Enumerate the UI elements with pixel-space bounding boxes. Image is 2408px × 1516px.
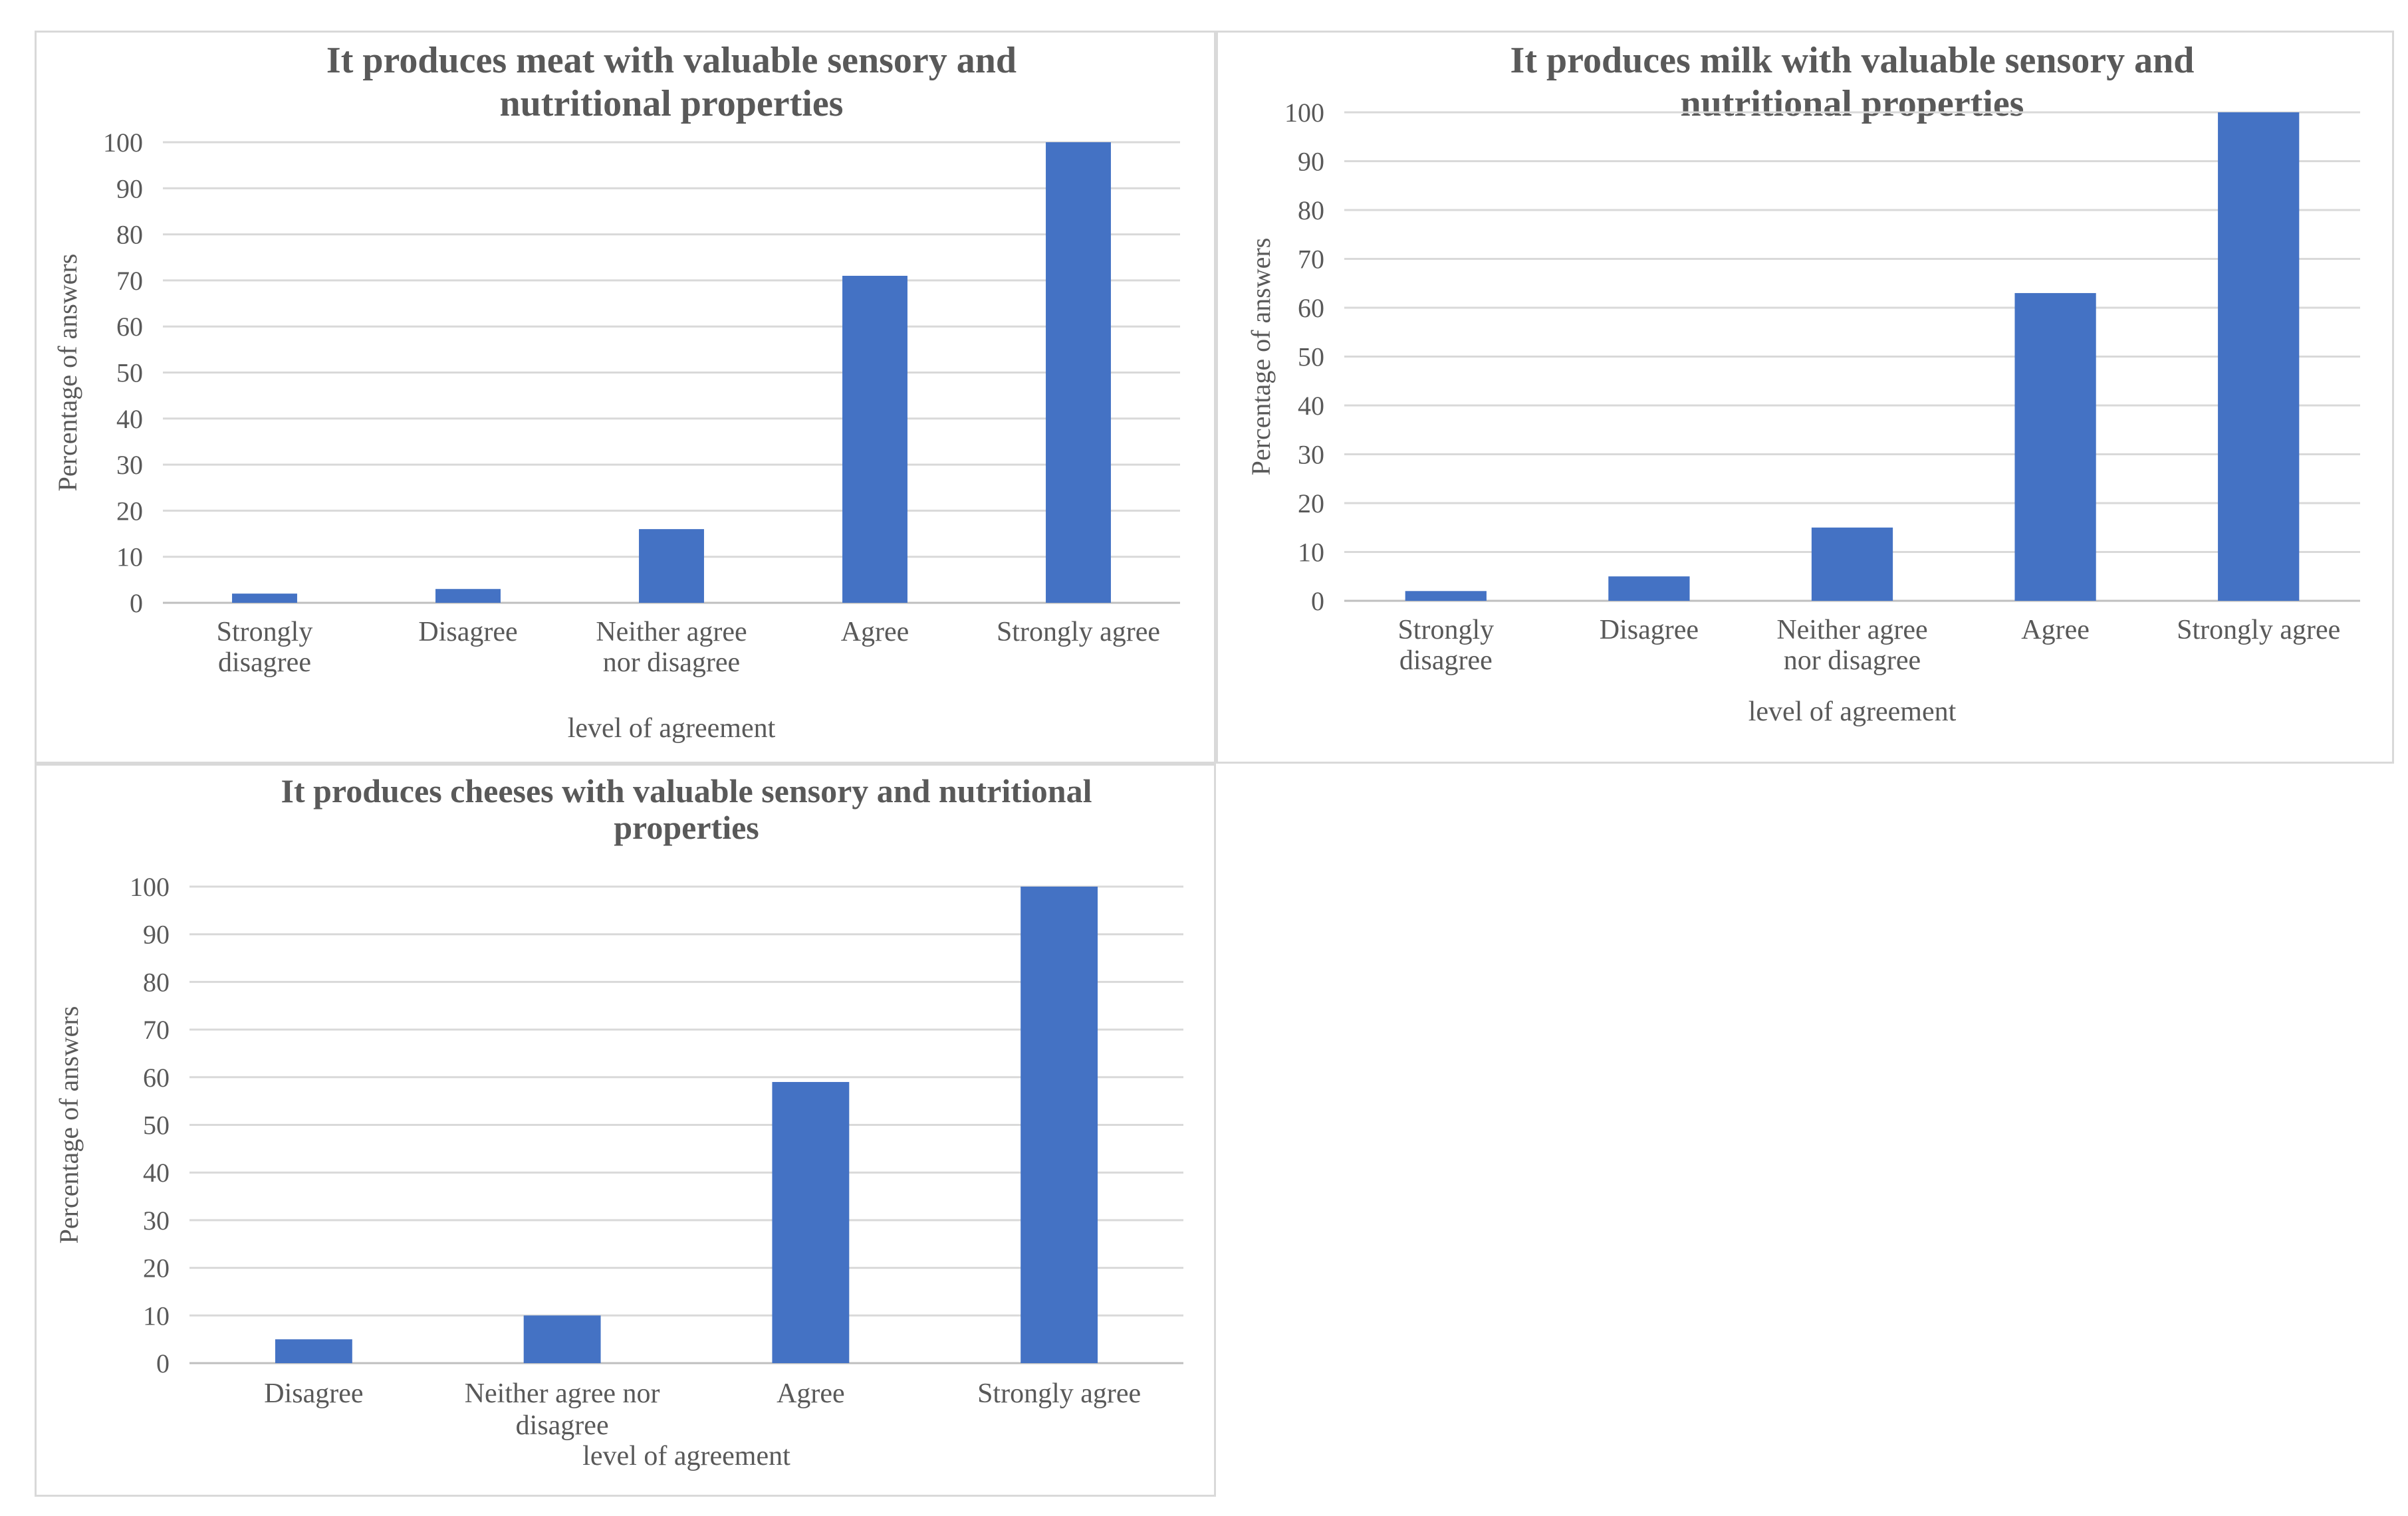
cheeses-bar-4 [1021, 887, 1098, 1363]
meat-y-tick-label: 70 [116, 266, 143, 296]
meat-bar-2 [435, 589, 501, 603]
cheeses-category-label: Agree [777, 1378, 845, 1409]
milk-y-tick-label: 50 [1298, 342, 1324, 372]
milk-bar-3 [1811, 527, 1893, 601]
cheeses-y-tick-label: 20 [143, 1253, 170, 1283]
cheeses-y-tick-label: 10 [143, 1301, 170, 1331]
milk-y-tick-label: 100 [1284, 98, 1324, 128]
milk-category-label: Strongly disagree [1397, 615, 1494, 676]
meat-bar-1 [232, 594, 297, 603]
meat-y-tick-label: 40 [116, 404, 143, 434]
meat-category-label: Strongly agree [997, 617, 1160, 647]
meat-y-tick-label: 80 [116, 220, 143, 250]
milk-x-axis-label: level of agreement [1748, 697, 1957, 727]
milk-category-label: Neither agree nor disagree [1776, 615, 1927, 676]
meat-bar-3 [639, 529, 704, 603]
meat-x-axis-label: level of agreement [568, 713, 776, 744]
milk-category-label: Strongly agree [2177, 615, 2340, 645]
cheeses-y-tick-label: 60 [143, 1063, 170, 1093]
meat-category-label: Agree [841, 617, 909, 647]
milk-y-axis-label: Percentage of answers [1246, 238, 1276, 476]
meat-category-label: Disagree [418, 617, 517, 647]
milk-bar-4 [2014, 292, 2096, 601]
milk-bar-2 [1608, 576, 1690, 601]
cheeses-y-tick-label: 40 [143, 1158, 170, 1188]
meat-y-tick-label: 20 [116, 496, 143, 526]
meat-y-tick-label: 60 [116, 312, 143, 342]
chart-milk: It produces milk with valuable sensory a… [1216, 31, 2394, 764]
milk-category-label: Disagree [1600, 615, 1699, 645]
milk-y-tick-label: 40 [1298, 391, 1324, 421]
milk-y-tick-label: 90 [1298, 147, 1324, 177]
chart-cheeses-svg: It produces cheeses with valuable sensor… [54, 772, 1183, 1471]
cheeses-y-tick-label: 0 [156, 1349, 170, 1378]
meat-y-tick-label: 50 [116, 358, 143, 388]
chart-cheeses: It produces cheeses with valuable sensor… [35, 764, 1216, 1497]
cheeses-y-tick-label: 100 [130, 872, 170, 902]
milk-y-tick-label: 80 [1298, 195, 1324, 225]
milk-y-tick-label: 10 [1298, 538, 1324, 568]
milk-y-tick-label: 30 [1298, 440, 1324, 470]
meat-bar-4 [842, 275, 907, 603]
meat-category-label: Neither agree nor disagree [596, 617, 747, 678]
meat-y-tick-label: 100 [103, 128, 143, 158]
cheeses-y-tick-label: 80 [143, 967, 170, 997]
cheeses-chart-title: It produces cheeses with valuable sensor… [281, 772, 1092, 846]
cheeses-bar-2 [523, 1315, 601, 1363]
meat-y-tick-label: 30 [116, 450, 143, 480]
meat-y-tick-label: 90 [116, 173, 143, 203]
meat-chart-title: It produces meat with valuable sensory a… [326, 40, 1017, 124]
milk-y-tick-label: 20 [1298, 488, 1324, 518]
cheeses-x-axis-label: level of agreement [582, 1441, 790, 1471]
chart-meat: It produces meat with valuable sensory a… [35, 31, 1216, 764]
cheeses-y-tick-label: 70 [143, 1015, 170, 1045]
cheeses-bar-3 [772, 1081, 850, 1363]
milk-y-tick-label: 60 [1298, 293, 1324, 323]
cheeses-category-label: Strongly agree [977, 1378, 1141, 1409]
cheeses-y-axis-label: Percentage of answers [54, 1006, 84, 1244]
meat-y-tick-label: 10 [116, 542, 143, 572]
meat-bar-5 [1046, 142, 1111, 603]
cheeses-category-label: Disagree [264, 1378, 363, 1409]
meat-category-label: Strongly disagree [217, 617, 313, 678]
cheeses-y-tick-label: 30 [143, 1206, 170, 1236]
cheeses-category-label: Neither agree nor disagree [465, 1378, 660, 1441]
milk-y-tick-label: 70 [1298, 245, 1324, 274]
meat-y-axis-label: Percentage of answers [53, 254, 82, 492]
milk-bar-1 [1405, 591, 1487, 601]
chart-meat-svg: It produces meat with valuable sensory a… [53, 40, 1180, 744]
cheeses-bar-1 [275, 1339, 352, 1363]
meat-y-tick-label: 0 [130, 588, 143, 618]
milk-chart-title: It produces milk with valuable sensory a… [1510, 40, 2195, 124]
milk-y-tick-label: 0 [1311, 586, 1324, 616]
cheeses-y-tick-label: 90 [143, 920, 170, 950]
milk-bar-5 [2218, 112, 2300, 601]
milk-category-label: Agree [2021, 615, 2090, 645]
cheeses-y-tick-label: 50 [143, 1111, 170, 1140]
chart-milk-svg: It produces milk with valuable sensory a… [1246, 40, 2360, 727]
